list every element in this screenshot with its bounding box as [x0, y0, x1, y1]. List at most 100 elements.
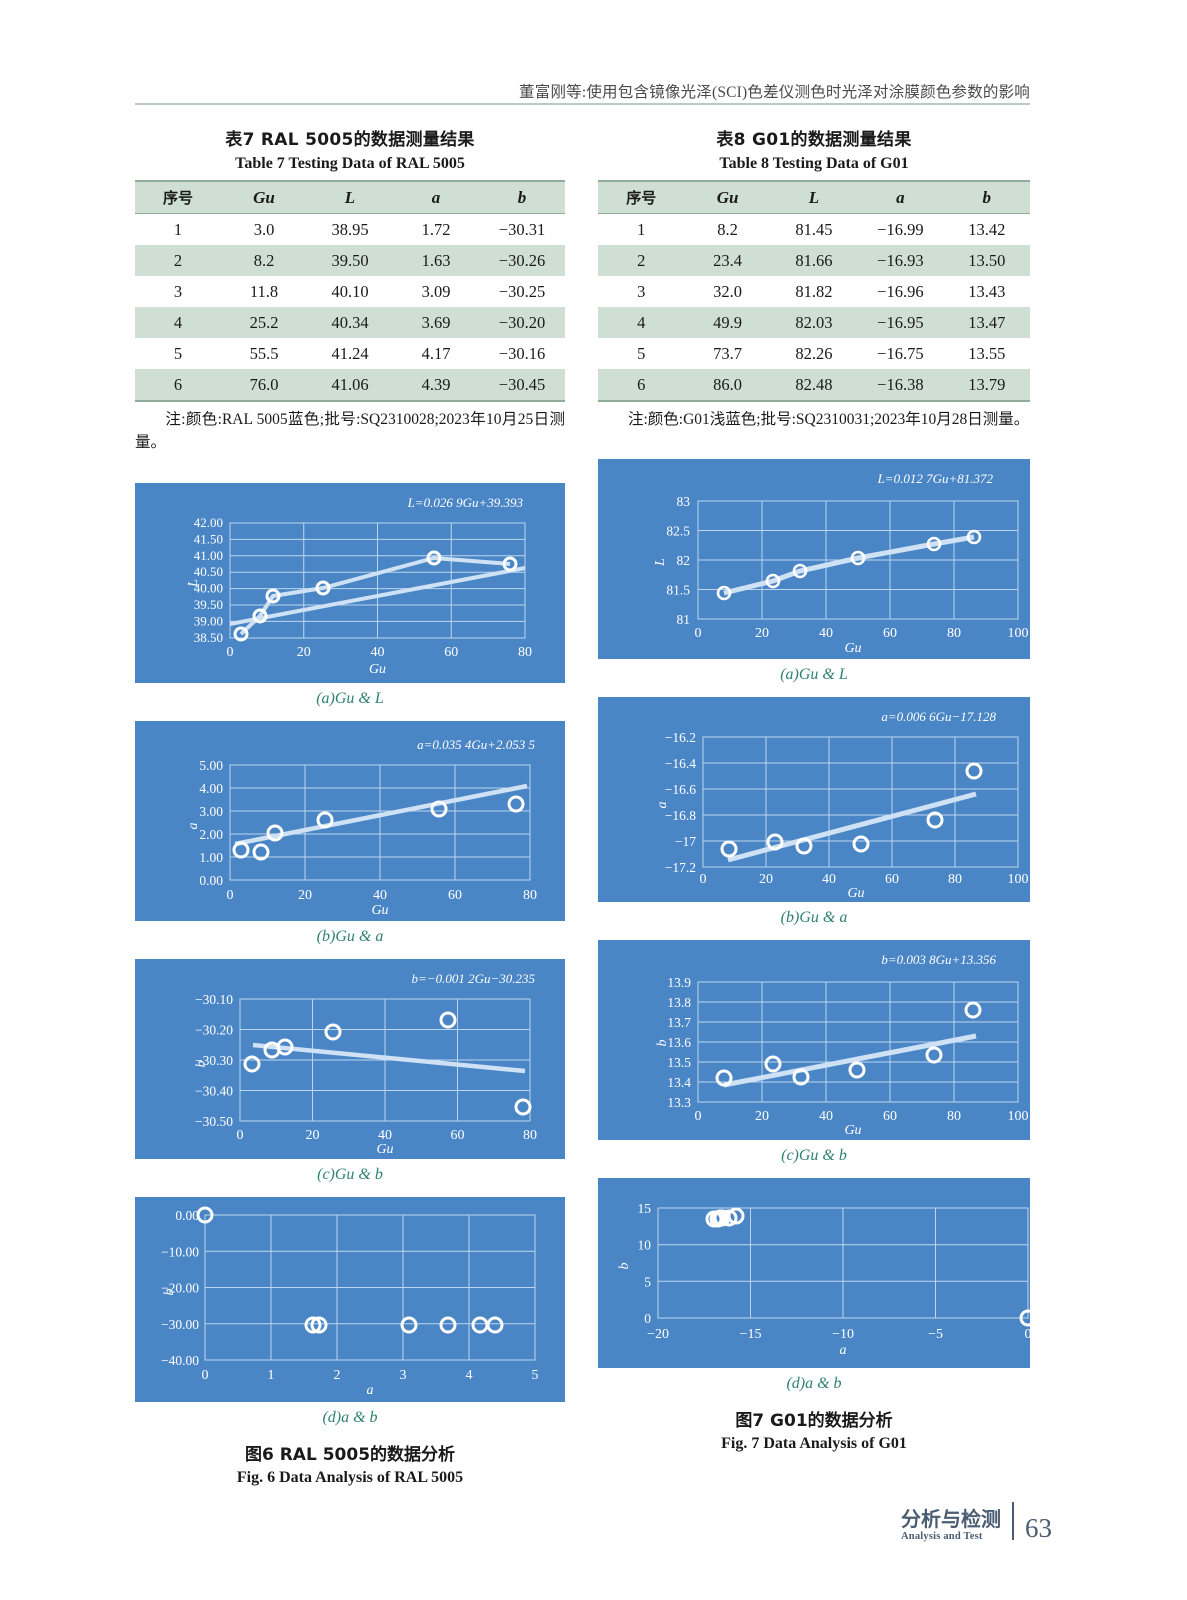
svg-text:4: 4: [466, 1368, 473, 1383]
cell: 38.95: [331, 219, 369, 239]
subcaption-fig6b: (b)Gu & a: [316, 927, 384, 945]
data-markers: [720, 762, 983, 858]
svg-text:−16.8: −16.8: [665, 808, 696, 823]
x-axis-label: a: [367, 1383, 374, 1397]
table-row: 4 25.2 40.34 3.69 −30.20: [135, 307, 565, 338]
cell: 3.0: [253, 219, 275, 239]
table-row: 5 73.7 82.26 −16.75 13.55: [598, 338, 1030, 369]
cell: 4.17: [421, 343, 451, 363]
cell: 8.2: [253, 250, 275, 270]
cell: 25.2: [249, 312, 279, 332]
cell: 23.4: [713, 250, 743, 270]
cell: 32.0: [713, 281, 743, 301]
svg-text:38.50: 38.50: [194, 629, 223, 644]
cell: 1.72: [421, 219, 451, 239]
cell: 5: [637, 343, 646, 363]
cell: 6: [135, 369, 221, 402]
x-tick-labels: 0 20 40 60 80 100: [695, 626, 1029, 641]
svg-text:83: 83: [677, 494, 691, 509]
svg-text:82: 82: [677, 553, 691, 568]
y-tick-labels: 15 10 5 0: [638, 1201, 652, 1326]
y-axis-label: a: [186, 822, 201, 829]
svg-text:60: 60: [444, 645, 458, 660]
cell: 41.24: [331, 343, 369, 363]
chart-fig6b-svg: a=0.035 4Gu+2.053 5 5.00 4.00 3.00 2.00 …: [186, 737, 537, 918]
svg-text:−30.50: −30.50: [195, 1114, 233, 1129]
table7-title-cn: 表7 RAL 5005的数据测量结果: [225, 130, 475, 150]
svg-text:13.7: 13.7: [667, 1015, 691, 1030]
chart-fig6a: L=0.026 9Gu+39.393 42.00 41.50 41.00 40.…: [135, 482, 565, 683]
cell: 3.69: [421, 312, 451, 332]
svg-text:40.50: 40.50: [194, 564, 223, 579]
y-axis-label: b: [655, 1040, 670, 1047]
trendline: [252, 1042, 526, 1073]
cell: 13.55: [968, 343, 1006, 363]
svg-text:−40.00: −40.00: [161, 1353, 199, 1368]
fig6-caption-cn: 图6 RAL 5005的数据分析: [244, 1444, 456, 1465]
chart-fig7a-svg: L=0.012 7Gu+81.372 83 82.5 82 81.5 81: [653, 471, 1029, 656]
cell: −16.96: [877, 281, 924, 301]
svg-text:−10.00: −10.00: [161, 1244, 199, 1259]
svg-text:100: 100: [1008, 626, 1029, 641]
svg-text:39.50: 39.50: [194, 597, 223, 612]
svg-text:3.00: 3.00: [199, 804, 223, 819]
cell: 4.39: [393, 369, 479, 402]
cell: −30.31: [498, 219, 546, 239]
svg-text:−16.4: −16.4: [665, 756, 696, 771]
cell: −16.99: [877, 219, 924, 239]
x-axis-label: Gu: [844, 641, 861, 654]
table7-th-0: 序号: [135, 180, 221, 214]
table7: 序号 Gu L a b 1 3.0 38.95 1.72 −30.31 2 8.: [135, 180, 565, 402]
subcaption-fig7d: (d)a & b: [786, 1375, 842, 1393]
svg-text:0.00: 0.00: [175, 1208, 199, 1223]
table-row: 6 86.0 82.48 −16.38 13.79: [598, 369, 1030, 402]
chart-fig6d: 0.00 −10.00 −20.00 −30.00 −40.00 0 1 2 3 4 5…: [135, 1196, 565, 1402]
chart-equation: b=0.003 8Gu+13.356: [881, 952, 996, 967]
svg-text:−15: −15: [740, 1327, 762, 1342]
footer-title-en: Analysis and Test: [901, 1531, 983, 1542]
svg-text:−17: −17: [675, 834, 696, 849]
gridlines: [239, 998, 531, 1121]
x-tick-labels: 0 1 2 3 4 5: [202, 1368, 539, 1383]
svg-text:−20.00: −20.00: [161, 1280, 199, 1295]
svg-text:20: 20: [297, 645, 311, 660]
svg-text:20: 20: [755, 626, 769, 641]
svg-text:−17.2: −17.2: [665, 860, 696, 875]
cell: 2: [637, 250, 646, 270]
svg-text:−30.10: −30.10: [195, 992, 233, 1007]
x-axis-label: Gu: [369, 662, 386, 677]
table7-th-2: L: [307, 180, 393, 214]
svg-text:13.4: 13.4: [667, 1075, 691, 1090]
chart-equation: L=0.026 9Gu+39.393: [407, 495, 524, 510]
cell: 4: [173, 312, 183, 332]
x-tick-labels: 0 20 40 60 80: [237, 1128, 538, 1143]
cell: 1.63: [421, 250, 451, 270]
svg-text:41.00: 41.00: [194, 547, 223, 562]
svg-text:60: 60: [885, 872, 899, 887]
table7-th-3: a: [393, 180, 479, 214]
data-markers: [243, 1011, 532, 1115]
svg-text:2: 2: [334, 1368, 341, 1383]
table7-th-4: b: [479, 180, 565, 214]
cell: 3: [637, 281, 646, 301]
table7-body: 1 3.0 38.95 1.72 −30.31 2 8.2 39.50 1.63…: [135, 214, 565, 402]
svg-text:10: 10: [638, 1238, 652, 1253]
chart-equation: a=0.006 6Gu−17.128: [881, 709, 996, 724]
chart-fig7a: L=0.012 7Gu+81.372 83 82.5 82 81.5 81: [598, 459, 1030, 660]
cell: 1: [637, 219, 646, 239]
svg-text:−30.00: −30.00: [161, 1316, 199, 1331]
cell: 55.5: [249, 343, 279, 363]
data-markers: [196, 1206, 504, 1333]
svg-text:0: 0: [1025, 1327, 1031, 1342]
x-axis-label: Gu: [844, 1123, 861, 1135]
running-head-rule: [135, 103, 1030, 105]
table7-title-en: Table 7 Testing Data of RAL 5005: [235, 155, 465, 172]
left-column: 表7 RAL 5005的数据测量结果 Table 7 Testing Data …: [135, 125, 565, 1487]
subcaption-fig7b: (b)Gu & a: [780, 909, 848, 927]
svg-text:0: 0: [237, 1128, 244, 1143]
x-tick-labels: −20 −15 −10 −5 0: [647, 1327, 1031, 1342]
svg-text:60: 60: [451, 1128, 465, 1143]
y-tick-labels: −30.10 −30.20 −30.30 −30.40 −30.50: [195, 992, 233, 1129]
subcaption-fig6c: (c)Gu & b: [317, 1165, 383, 1183]
table8: 序号 Gu L a b 1 8.2 81.45 −16.99 13.42 2 2: [598, 180, 1030, 402]
